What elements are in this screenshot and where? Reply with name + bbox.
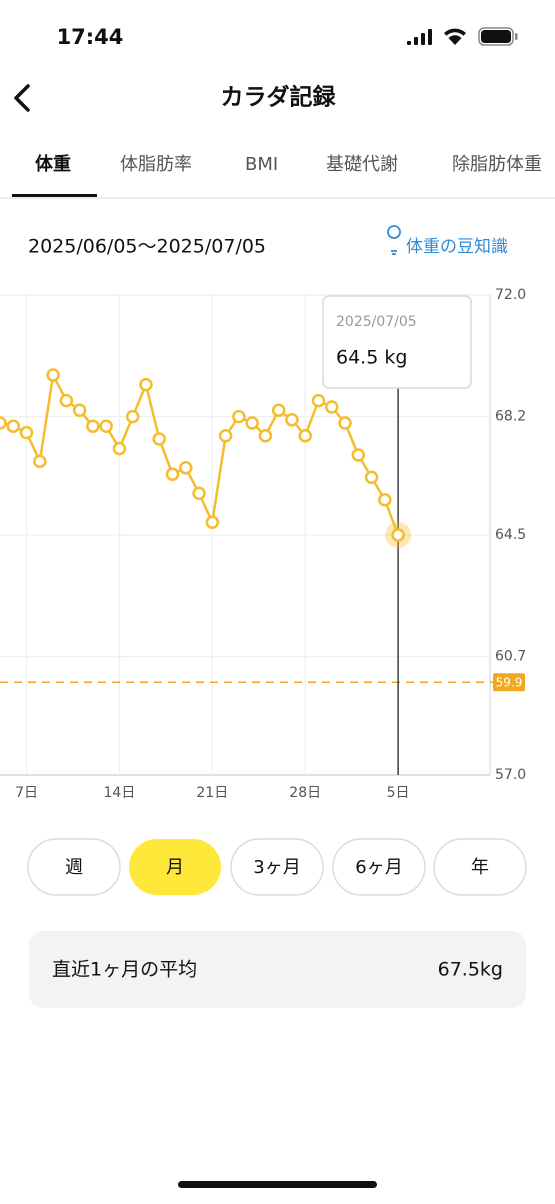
point (192, 486, 206, 501)
weight-line (0, 373, 400, 536)
x-tick-label: 14日 (104, 785, 136, 801)
point (364, 470, 379, 485)
tab[interactable]: BMI (245, 154, 278, 175)
tooltip-value: 64.5 kg (336, 347, 407, 369)
point (125, 409, 140, 424)
point (298, 429, 312, 443)
point (218, 429, 233, 443)
point (165, 467, 180, 481)
x-tick-label: 21日 (196, 785, 228, 801)
date-range: 2025/06/05〜2025/07/05 (28, 236, 266, 258)
point (338, 416, 352, 430)
tooltip-box (322, 295, 472, 389)
period-label[interactable]: 月 (166, 857, 184, 878)
point (232, 409, 246, 424)
point (99, 419, 113, 433)
y-tick-label: 60.7 (495, 649, 526, 665)
y-tick-label: 72.0 (495, 287, 526, 303)
point (245, 416, 259, 430)
period-button[interactable] (27, 838, 121, 896)
point (0, 416, 7, 430)
y-tick-label: 64.5 (495, 527, 526, 543)
period-button[interactable] (230, 838, 324, 896)
tip-link-text[interactable]: 体重の豆知識 (406, 237, 508, 257)
back-button[interactable] (14, 84, 30, 112)
y-tick-label: 57.0 (495, 767, 526, 783)
point (391, 528, 405, 542)
period-label[interactable]: 6ヶ月 (355, 857, 402, 878)
average-value: 67.5kg (438, 959, 503, 981)
point (112, 441, 127, 456)
point (59, 393, 74, 408)
tooltip-date: 2025/07/05 (336, 314, 417, 330)
tab-bar: 体重 体脂肪率 BMI 基礎代謝 除脂肪体重 (12, 153, 542, 197)
point (325, 400, 339, 414)
period-label[interactable]: 年 (471, 857, 489, 878)
tab[interactable]: 体重 (35, 153, 71, 175)
point (271, 403, 286, 417)
point (378, 493, 392, 507)
period-button[interactable] (433, 838, 527, 896)
point (33, 454, 47, 469)
period-button[interactable] (332, 838, 426, 896)
average-box (29, 931, 526, 1008)
point (179, 461, 193, 475)
period-button[interactable] (129, 839, 221, 895)
chart: 57.0 60.7 64.5 68.2 72.0 7日 14日 21日 28日 5日 59.9 202… (0, 287, 526, 801)
point (46, 368, 60, 382)
point (311, 393, 326, 408)
point (351, 448, 366, 462)
status-time: 17:44 (57, 25, 124, 49)
period-label[interactable]: 3ヶ月 (253, 857, 300, 878)
point (139, 377, 153, 392)
status-icons (407, 27, 518, 46)
tab-underline (12, 194, 97, 197)
point (19, 425, 34, 440)
header-title: カラダ記録 (221, 84, 337, 111)
tab[interactable]: 基礎代謝 (326, 154, 398, 175)
x-tick-label: 5日 (387, 785, 410, 801)
period-selector: 週 月 3ヶ月 6ヶ月 年 (27, 838, 527, 896)
x-tick-label: 7日 (15, 785, 38, 801)
home-indicator (178, 1181, 377, 1188)
point (86, 419, 100, 433)
average-label: 直近1ヶ月の平均 (52, 959, 197, 981)
point (285, 413, 299, 427)
target-badge (493, 673, 525, 692)
tab[interactable]: 体脂肪率 (120, 154, 192, 175)
point (258, 429, 273, 443)
y-tick-label: 68.2 (495, 409, 526, 425)
point (72, 403, 87, 417)
point (205, 515, 220, 529)
bulb-icon (387, 225, 401, 255)
x-tick-label: 28日 (289, 785, 321, 801)
target-label: 59.9 (496, 676, 523, 690)
point (6, 419, 21, 433)
point (152, 432, 166, 446)
tab[interactable]: 除脂肪体重 (452, 154, 542, 175)
period-label[interactable]: 週 (65, 857, 83, 878)
tip-link[interactable]: 体重の豆知識 (387, 225, 508, 257)
